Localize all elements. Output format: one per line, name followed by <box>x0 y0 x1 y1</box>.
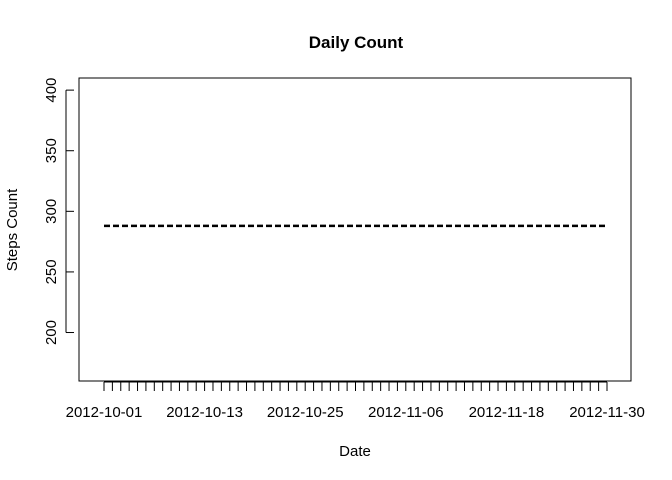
x-tick-label: 2012-10-01 <box>66 404 143 421</box>
chart-title: Daily Count <box>309 33 404 52</box>
plot-frame <box>78 77 632 382</box>
x-tick-label: 2012-10-13 <box>166 404 243 421</box>
x-tick-label: 2012-11-18 <box>469 404 545 421</box>
y-tick-label: 200 <box>43 320 60 345</box>
y-tick-label: 350 <box>43 138 60 163</box>
x-axis: 2012-10-01 2012-10-13 2012-10-25 2012-11-06… <box>66 381 645 421</box>
x-tick-label: 2012-11-06 <box>368 404 444 421</box>
x-tick-label: 2012-11-30 <box>569 404 645 421</box>
y-axis-label: Steps Count <box>4 188 21 271</box>
y-tick-label: 400 <box>43 78 60 103</box>
x-tick-label: 2012-10-25 <box>267 404 344 421</box>
y-tick-label: 300 <box>43 199 60 224</box>
y-tick-label: 250 <box>43 259 60 284</box>
x-axis-label: Date <box>339 443 371 460</box>
y-axis: 200 250 300 350 400 <box>43 78 74 345</box>
